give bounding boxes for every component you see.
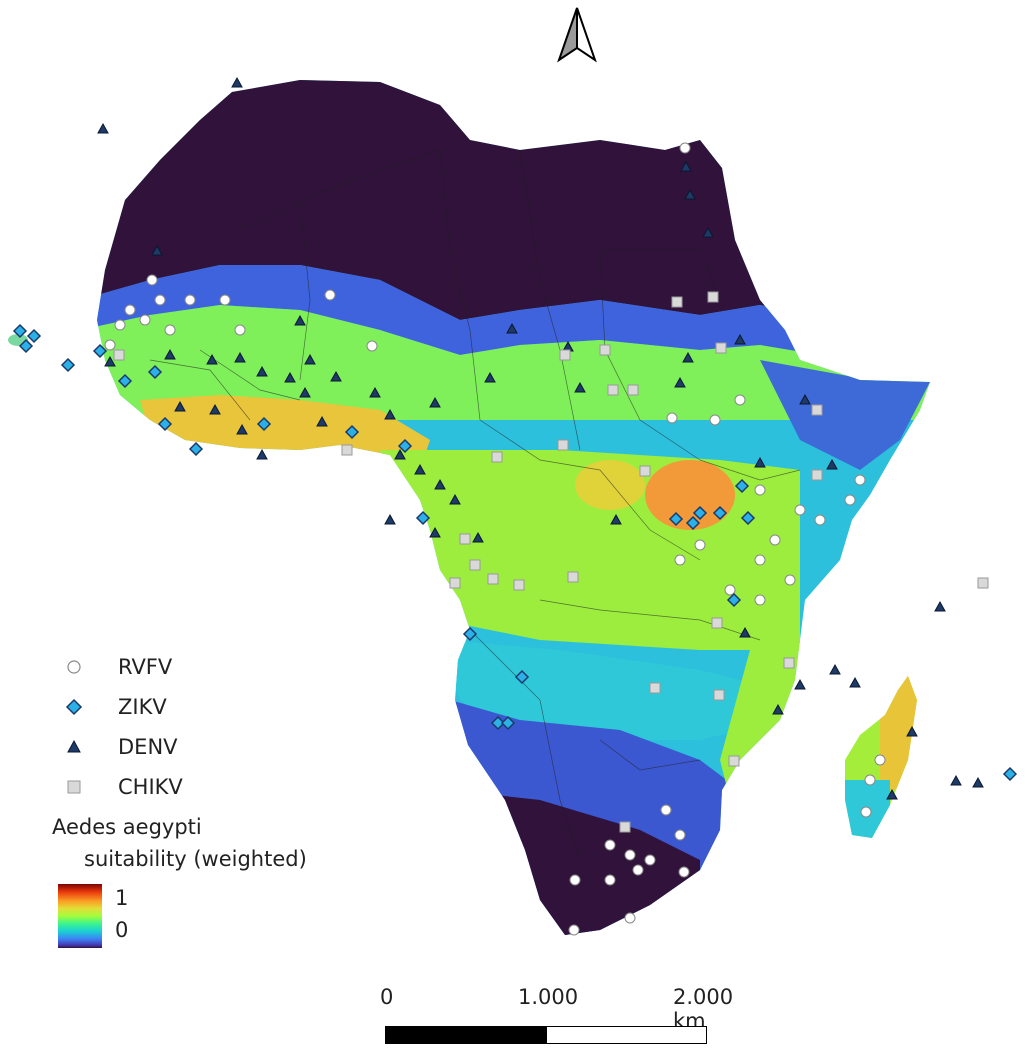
scale-bar: 0 1.000 2.000 km — [370, 985, 733, 1050]
ramp-max-label: 1 — [115, 886, 129, 910]
legend-subtitle: suitability (weighted) — [84, 847, 307, 871]
triangle-marker-icon — [60, 733, 88, 761]
ramp-min-label: 0 — [115, 918, 129, 942]
legend-label: DENV — [118, 735, 178, 759]
north-arrow-icon — [557, 7, 597, 63]
legend-label: RVFV — [118, 655, 173, 679]
legend-label: ZIKV — [118, 695, 167, 719]
circle-marker-icon — [60, 653, 88, 681]
legend-item-zikv: ZIKV — [60, 692, 167, 722]
square-marker-icon — [60, 773, 88, 801]
scale-label-0: 0 — [380, 985, 394, 1009]
map-legend: RVFV ZIKV DENV CHIKV Aedes aegypti suita… — [52, 652, 390, 952]
legend-label: CHIKV — [118, 775, 183, 799]
zikv-markers — [12, 323, 1018, 782]
rvfv-markers — [104, 142, 886, 936]
suitability-color-ramp — [58, 884, 102, 948]
diamond-marker-icon — [60, 693, 88, 721]
chikv-markers — [113, 291, 989, 833]
occurrence-markers — [12, 76, 1018, 936]
denv-markers — [97, 76, 984, 800]
scale-segment-white — [546, 1026, 707, 1044]
legend-item-chikv: CHIKV — [60, 772, 183, 802]
legend-item-denv: DENV — [60, 732, 178, 762]
scale-label-1000: 1.000 — [518, 985, 579, 1009]
scale-segment-black — [385, 1026, 547, 1044]
legend-item-rvfv: RVFV — [60, 652, 172, 682]
legend-title: Aedes aegypti — [52, 815, 202, 839]
